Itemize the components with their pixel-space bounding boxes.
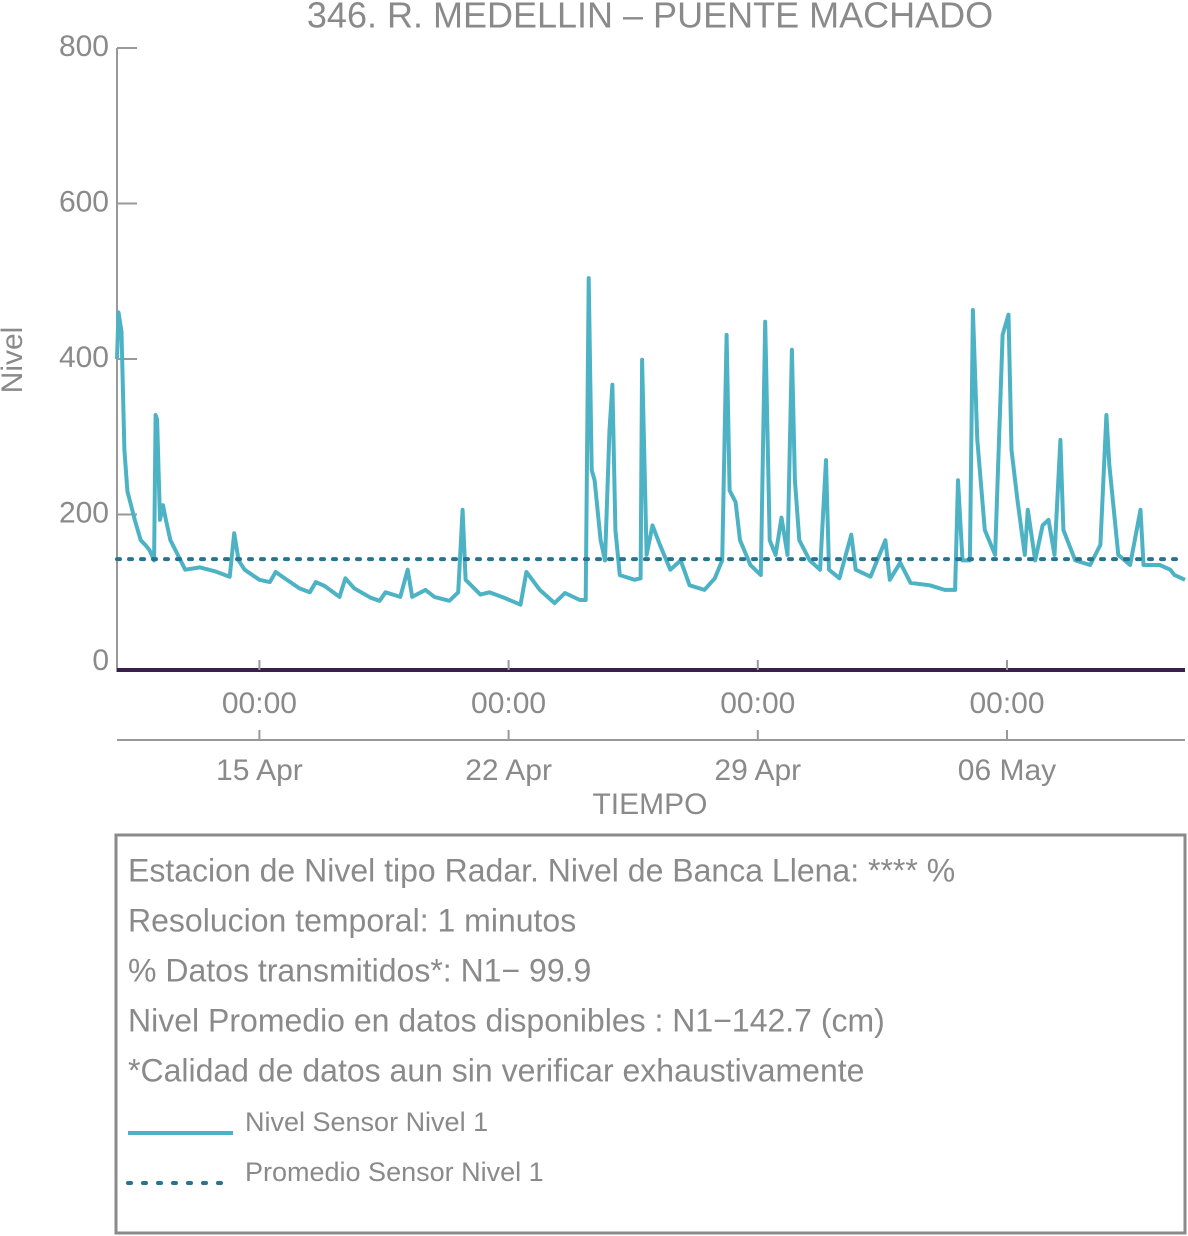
x-axis-label: TIEMPO bbox=[592, 788, 707, 821]
x-tick-label: 00:00 bbox=[720, 687, 795, 720]
x-tick-date: 15 Apr bbox=[216, 754, 303, 787]
y-tick-label: 0 bbox=[92, 644, 109, 677]
x-tick-date: 29 Apr bbox=[714, 754, 801, 787]
legend-label: Promedio Sensor Nivel 1 bbox=[245, 1157, 544, 1187]
legend-box bbox=[114, 833, 1187, 1235]
y-axis-label: Nivel bbox=[0, 327, 29, 394]
info-line: Nivel Promedio en datos disponibles : N1… bbox=[128, 1002, 885, 1038]
y-tick-label: 200 bbox=[59, 496, 109, 529]
info-line: Resolucion temporal: 1 minutos bbox=[128, 902, 576, 938]
series-line bbox=[115, 276, 1186, 607]
x-tick-label: 00:00 bbox=[471, 687, 546, 720]
legend-label: Nivel Sensor Nivel 1 bbox=[245, 1107, 488, 1137]
y-tick-label: 600 bbox=[59, 185, 109, 218]
x-tick-label: 00:00 bbox=[969, 687, 1044, 720]
y-tick-label: 800 bbox=[59, 30, 109, 63]
info-line: *Calidad de datos aun sin verificar exha… bbox=[128, 1052, 864, 1088]
x-tick-date: 06 May bbox=[958, 754, 1056, 787]
info-line: % Datos transmitidos*: N1− 99.9 bbox=[128, 952, 591, 988]
chart-title: 346. R. MEDELLIN – PUENTE MACHADO bbox=[307, 0, 993, 36]
y-tick-label: 400 bbox=[59, 341, 109, 374]
info-line: Estacion de Nivel tipo Radar. Nivel de B… bbox=[128, 852, 955, 888]
x-tick-label: 00:00 bbox=[222, 687, 297, 720]
x-tick-date: 22 Apr bbox=[465, 754, 552, 787]
